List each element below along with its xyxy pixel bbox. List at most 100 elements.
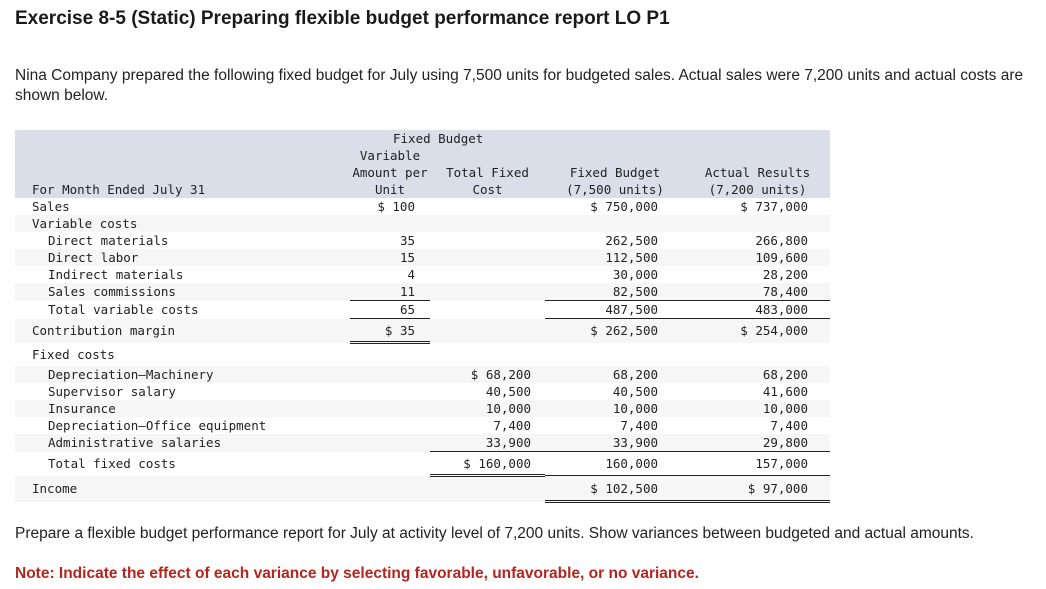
page-title: Exercise 8-5 (Static) Preparing flexible… xyxy=(15,8,670,29)
table-row: Depreciation—Office equipment 7,400 7,400 7… xyxy=(15,417,830,434)
row-label: Total variable costs xyxy=(48,302,199,317)
fixed-budget-amount: 33,900 xyxy=(545,434,685,452)
table-row: Direct labor 15 112,500 109,600 xyxy=(15,249,830,266)
variable-per-unit xyxy=(350,383,430,400)
actual-result-amount xyxy=(685,343,830,367)
variable-per-unit xyxy=(350,366,430,383)
table-row: Contribution margin $ 35 $ 262,500 $ 254,00… xyxy=(15,318,830,344)
actual-result-amount: $ 737,000 xyxy=(740,199,808,214)
header-fixed-budget-group: Fixed Budget Variable Amount per Unit Tota… xyxy=(350,130,545,198)
row-label: Depreciation—Machinery xyxy=(15,366,350,383)
total-fixed-cost xyxy=(430,232,545,249)
actual-result-amount: 29,800 xyxy=(685,434,830,452)
intro-text: Nina Company prepared the following fixe… xyxy=(15,67,1024,104)
table-row: Variable costs xyxy=(15,215,830,232)
variable-per-unit xyxy=(350,400,430,417)
actual-result-amount: $ 97,000 xyxy=(685,475,830,503)
variable-per-unit: 65 xyxy=(350,300,430,319)
fixed-budget-amount: 160,000 xyxy=(545,451,685,476)
fixed-budget-amount: 487,500 xyxy=(545,300,685,319)
variable-per-unit: 15 xyxy=(350,249,430,266)
fixed-budget-amount: 10,000 xyxy=(545,400,685,417)
variable-per-unit: 11 xyxy=(350,283,430,301)
table-row: Administrative salaries 33,900 33,900 29,80… xyxy=(15,434,830,452)
actual-result-amount: 10,000 xyxy=(685,400,830,417)
table-row: Total variable costs 65 487,500 483,000 xyxy=(15,300,830,319)
variable-per-unit xyxy=(350,417,430,434)
total-fixed-cost xyxy=(430,318,545,343)
row-label: Sales xyxy=(32,199,70,214)
row-label: Income xyxy=(15,475,350,502)
row-label: Sales commissions xyxy=(15,283,350,301)
table-row: Sales commissions 11 82,500 78,400 xyxy=(15,283,830,301)
row-label: Fixed costs xyxy=(32,346,115,362)
table-row: Direct materials 35 262,500 266,800 xyxy=(15,232,830,249)
actual-result-amount: $ 254,000 xyxy=(685,318,830,343)
total-fixed-cost: $ 160,000 xyxy=(430,451,545,477)
row-label: Insurance xyxy=(15,400,350,417)
fixed-budget-amount: 68,200 xyxy=(545,366,685,383)
actual-result-amount: 7,400 xyxy=(770,418,808,433)
fixed-budget-amount: 40,500 xyxy=(612,384,658,399)
actual-result-amount: 157,000 xyxy=(685,451,830,476)
fixed-budget-amount: $ 102,500 xyxy=(545,475,685,503)
total-fixed-cost xyxy=(430,249,545,266)
table-row: Sales $ 100 $ 750,000 $ 737,000 xyxy=(15,198,830,215)
fixed-budget-amount: 7,400 xyxy=(620,418,658,433)
table-row: Insurance 10,000 10,000 10,000 xyxy=(15,400,830,417)
total-fixed-cost xyxy=(430,283,545,301)
variable-per-unit: 35 xyxy=(399,233,415,248)
fixed-budget-amount: 112,500 xyxy=(545,249,685,266)
table-row: Income $ 102,500 $ 97,000 xyxy=(15,475,830,503)
total-fixed-cost: 7,400 xyxy=(493,418,531,433)
actual-result-amount: 41,600 xyxy=(762,384,808,399)
row-label: Direct materials xyxy=(48,233,169,248)
instructions-text: Prepare a flexible budget performance re… xyxy=(15,525,974,542)
variable-per-unit xyxy=(350,343,430,367)
total-fixed-cost xyxy=(430,343,545,367)
actual-result-amount: 266,800 xyxy=(755,233,808,248)
fixed-budget-amount xyxy=(545,343,685,367)
row-label: Total fixed costs xyxy=(48,456,176,471)
row-label: Administrative salaries xyxy=(15,434,350,452)
variable-per-unit: $ 35 xyxy=(350,318,430,344)
total-fixed-cost xyxy=(430,266,545,283)
fixed-budget-amount: $ 262,500 xyxy=(545,318,685,343)
table-row: Fixed costs xyxy=(15,343,830,367)
variable-per-unit xyxy=(350,434,430,452)
header-fixed-budget: Fixed Budget (7,500 units) xyxy=(545,130,685,198)
actual-result-amount: 28,200 xyxy=(762,267,808,282)
table-row: Indirect materials 4 30,000 28,200 xyxy=(15,266,830,283)
total-fixed-cost: 40,500 xyxy=(485,384,531,399)
table-row: Total fixed costs $ 160,000 160,000 157,000 xyxy=(15,451,830,477)
total-fixed-cost: 33,900 xyxy=(430,434,545,452)
note-text: Note: Indicate the effect of each varian… xyxy=(15,565,699,582)
row-label: Variable costs xyxy=(15,215,350,232)
fixed-budget-amount: 82,500 xyxy=(545,283,685,301)
total-fixed-cost xyxy=(430,301,545,319)
variable-per-unit xyxy=(350,215,430,232)
variable-per-unit: 4 xyxy=(407,267,415,282)
total-fixed-cost: 10,000 xyxy=(430,400,545,417)
actual-result-amount xyxy=(685,215,830,232)
fixed-budget-amount: 30,000 xyxy=(612,267,658,282)
total-fixed-cost: $ 68,200 xyxy=(430,366,545,383)
table-row: Supervisor salary 40,500 40,500 41,600 xyxy=(15,383,830,400)
header-period: For Month Ended July 31 xyxy=(15,130,350,198)
actual-result-amount: 78,400 xyxy=(685,283,830,301)
variable-per-unit xyxy=(350,475,430,502)
variable-per-unit: $ 100 xyxy=(377,199,415,214)
row-label: Indirect materials xyxy=(48,267,184,282)
table-row: Depreciation—Machinery $ 68,200 68,200 68,2… xyxy=(15,366,830,383)
row-label: Contribution margin xyxy=(15,318,350,343)
actual-result-amount: 68,200 xyxy=(685,366,830,383)
actual-result-amount: 109,600 xyxy=(685,249,830,266)
total-fixed-cost xyxy=(430,198,545,215)
actual-result-amount: 483,000 xyxy=(685,300,830,319)
fixed-budget-amount: $ 750,000 xyxy=(590,199,658,214)
fixed-budget-table: For Month Ended July 31 Fixed Budget Var… xyxy=(15,130,830,503)
row-label: Depreciation—Office equipment xyxy=(48,418,267,433)
row-label: Supervisor salary xyxy=(48,384,176,399)
total-fixed-cost xyxy=(430,215,545,232)
row-label: Direct labor xyxy=(15,249,350,266)
